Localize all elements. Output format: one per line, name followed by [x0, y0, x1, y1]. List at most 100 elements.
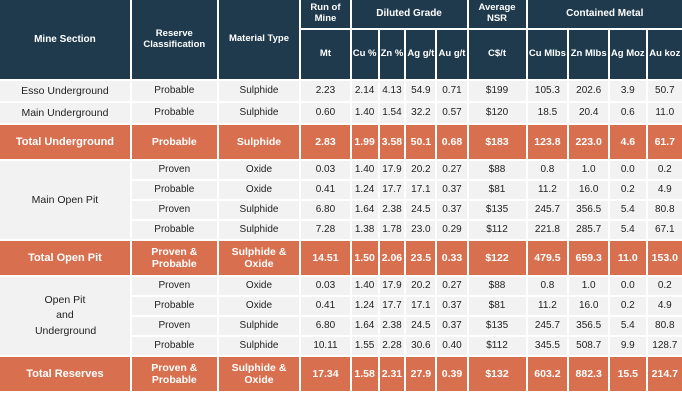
value-cell: 17.7	[379, 181, 407, 201]
total-row: Total Reserves Proven & Probable Sulphid…	[0, 357, 682, 393]
value-cell: 1.40	[351, 103, 380, 125]
total-label-cell: Total Underground	[0, 125, 132, 161]
table-row: Probable Sulphide 10.11 1.55 2.28 30.6 0…	[0, 337, 682, 357]
value-cell: 61.7	[647, 125, 682, 161]
value-cell: 202.6	[569, 81, 611, 103]
value-cell: 2.31	[379, 357, 407, 393]
value-cell: 0.68	[437, 125, 469, 161]
table-row: Probable Sulphide 7.28 1.38 1.78 23.0 0.…	[0, 221, 682, 241]
total-label-cell: Total Open Pit	[0, 241, 132, 277]
value-cell: 0.03	[301, 277, 352, 297]
value-cell: 17.7	[379, 297, 407, 317]
classification-cell: Probable	[131, 81, 219, 103]
table-row: Proven Sulphide 6.80 1.64 2.38 24.5 0.37…	[0, 317, 682, 337]
total-label-cell: Total Reserves	[0, 357, 132, 393]
unit-header: Zn %	[379, 30, 407, 81]
value-cell: 508.7	[569, 337, 611, 357]
value-cell: 0.41	[301, 297, 352, 317]
value-cell: 1.40	[351, 277, 380, 297]
value-cell: 245.7	[527, 317, 570, 337]
table-row: Probable Oxide 0.41 1.24 17.7 17.1 0.37 …	[0, 297, 682, 317]
value-cell: 11.0	[610, 241, 648, 277]
value-cell: 0.40	[437, 337, 469, 357]
value-cell: 7.28	[301, 221, 352, 241]
value-cell: $81	[468, 181, 528, 201]
value-cell: 1.55	[351, 337, 380, 357]
table-row: Probable Oxide 0.41 1.24 17.7 17.1 0.37 …	[0, 181, 682, 201]
classification-cell: Proven	[131, 201, 219, 221]
value-cell: 214.7	[647, 357, 682, 393]
value-cell: 30.6	[406, 337, 438, 357]
mine-section-cell: Open Pit and Underground	[0, 277, 132, 357]
value-cell: 4.6	[610, 125, 648, 161]
value-cell: 18.5	[527, 103, 570, 125]
value-cell: 0.03	[301, 161, 352, 181]
mineral-reserves-table: Mine Section Reserve Classification Mate…	[0, 0, 682, 393]
material-cell: Sulphide & Oxide	[218, 357, 302, 393]
value-cell: $88	[468, 161, 528, 181]
value-cell: 0.0	[610, 277, 648, 297]
value-cell: 1.64	[351, 201, 380, 221]
value-cell: 1.99	[351, 125, 380, 161]
classification-cell: Proven & Probable	[131, 357, 219, 393]
value-cell: 0.39	[437, 357, 469, 393]
table-row: Main Underground Probable Sulphide 0.60 …	[0, 103, 682, 125]
value-cell: $135	[468, 317, 528, 337]
material-cell: Oxide	[218, 297, 302, 317]
value-cell: 285.7	[569, 221, 611, 241]
value-cell: 11.2	[527, 181, 570, 201]
unit-header: Au koz	[647, 30, 682, 81]
value-cell: 3.58	[379, 125, 407, 161]
value-cell: $199	[468, 81, 528, 103]
header-material-type: Material Type	[218, 0, 302, 81]
value-cell: 1.38	[351, 221, 380, 241]
value-cell: 105.3	[527, 81, 570, 103]
value-cell: 0.8	[527, 161, 570, 181]
value-cell: 80.8	[647, 201, 682, 221]
classification-cell: Probable	[131, 297, 219, 317]
value-cell: 1.24	[351, 297, 380, 317]
value-cell: 11.0	[647, 103, 682, 125]
classification-cell: Probable	[131, 181, 219, 201]
value-cell: 17.1	[406, 181, 438, 201]
value-cell: 659.3	[569, 241, 611, 277]
table-row: Esso Underground Probable Sulphide 2.23 …	[0, 81, 682, 103]
value-cell: 4.13	[379, 81, 407, 103]
material-cell: Oxide	[218, 277, 302, 297]
value-cell: 32.2	[406, 103, 438, 125]
value-cell: 0.8	[527, 277, 570, 297]
value-cell: 603.2	[527, 357, 570, 393]
value-cell: 123.8	[527, 125, 570, 161]
value-cell: 1.0	[569, 161, 611, 181]
value-cell: 0.37	[437, 317, 469, 337]
value-cell: $81	[468, 297, 528, 317]
value-cell: 0.2	[647, 161, 682, 181]
value-cell: 50.1	[406, 125, 438, 161]
header-contained-metal: Contained Metal	[527, 0, 682, 30]
value-cell: 5.4	[610, 317, 648, 337]
value-cell: 0.37	[437, 201, 469, 221]
value-cell: 0.2	[610, 181, 648, 201]
material-cell: Sulphide & Oxide	[218, 241, 302, 277]
table-row: Main Open Pit Proven Oxide 0.03 1.40 17.…	[0, 161, 682, 241]
value-cell: 4.9	[647, 297, 682, 317]
value-cell: 153.0	[647, 241, 682, 277]
value-cell: 10.11	[301, 337, 352, 357]
value-cell: 9.9	[610, 337, 648, 357]
mine-section-cell: Main Open Pit	[0, 161, 132, 241]
value-cell: 2.83	[301, 125, 352, 161]
value-cell: 16.0	[569, 297, 611, 317]
value-cell: 23.0	[406, 221, 438, 241]
unit-header: Mt	[301, 30, 352, 81]
classification-cell: Proven	[131, 161, 219, 181]
value-cell: 1.58	[351, 357, 380, 393]
value-cell: 882.3	[569, 357, 611, 393]
total-row: Total Open Pit Proven & Probable Sulphid…	[0, 241, 682, 277]
value-cell: 20.2	[406, 277, 438, 297]
value-cell: $132	[468, 357, 528, 393]
material-cell: Sulphide	[218, 125, 302, 161]
header-mine-section: Mine Section	[0, 0, 132, 81]
unit-header: C$/t	[468, 30, 528, 81]
header-run-of-mine: Run of Mine	[301, 0, 352, 30]
unit-header: Cu Mlbs	[527, 30, 570, 81]
